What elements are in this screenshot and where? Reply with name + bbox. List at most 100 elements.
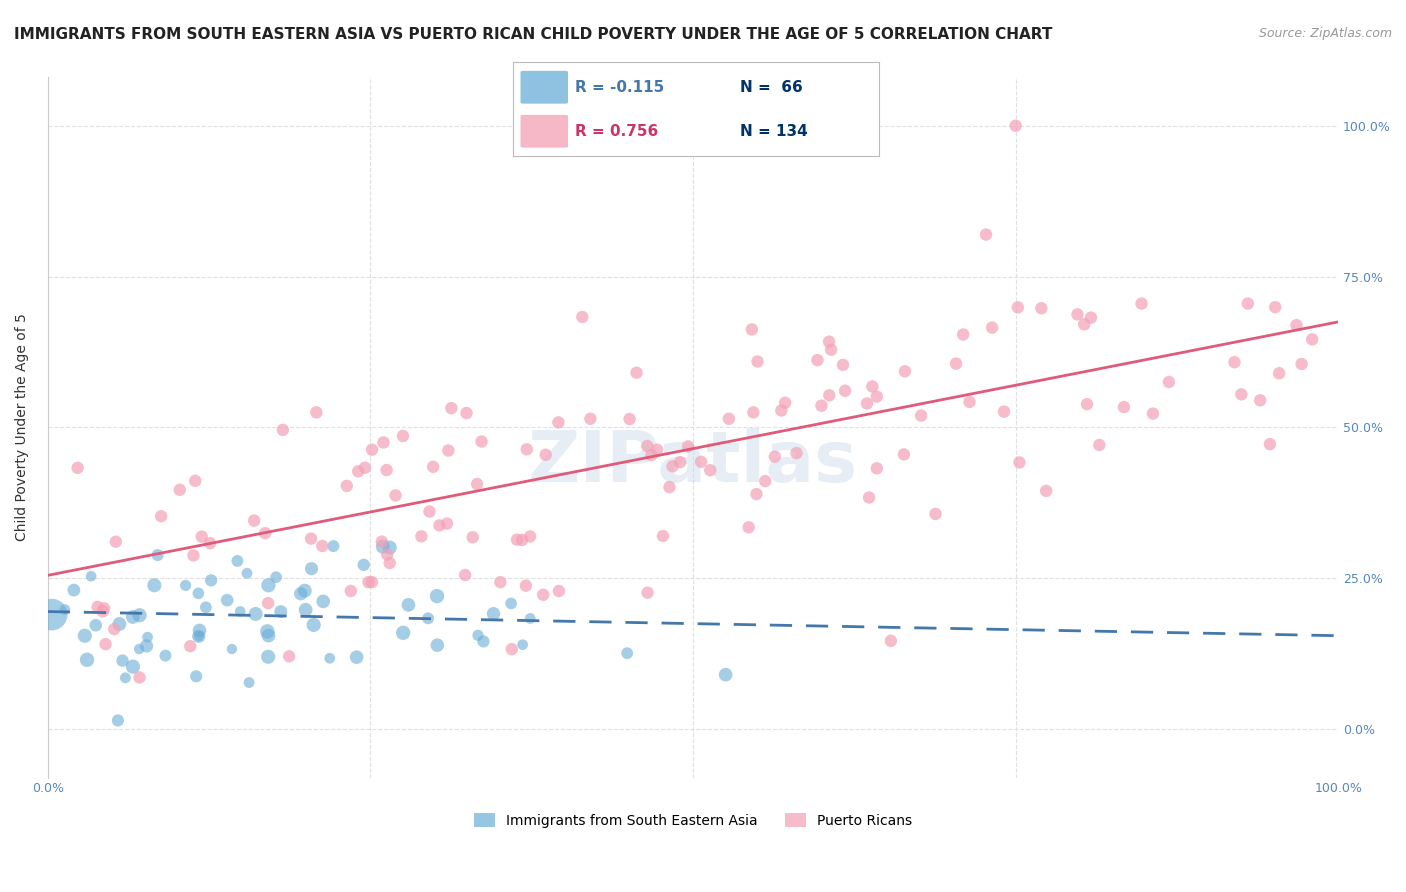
- Point: [264, 570, 287, 584]
- Point: [136, 630, 159, 644]
- Text: R = 0.756: R = 0.756: [575, 124, 658, 139]
- Point: [103, 622, 125, 636]
- Point: [820, 343, 842, 357]
- Point: [186, 669, 208, 683]
- Point: [745, 487, 768, 501]
- Point: [637, 585, 659, 599]
- Point: [461, 530, 484, 544]
- Point: [1230, 387, 1253, 401]
- Point: [114, 671, 136, 685]
- Point: [346, 650, 368, 665]
- Point: [981, 320, 1004, 334]
- Point: [810, 399, 832, 413]
- Point: [519, 529, 541, 543]
- Point: [194, 600, 217, 615]
- Text: N = 134: N = 134: [740, 124, 807, 139]
- Point: [375, 548, 398, 562]
- Point: [1066, 307, 1088, 321]
- Point: [128, 642, 150, 657]
- Point: [184, 474, 207, 488]
- Legend: Immigrants from South Eastern Asia, Puerto Ricans: Immigrants from South Eastern Asia, Puer…: [468, 807, 918, 834]
- FancyBboxPatch shape: [520, 115, 568, 148]
- Point: [894, 364, 917, 378]
- Point: [742, 405, 765, 419]
- Point: [217, 593, 239, 607]
- Point: [221, 642, 243, 657]
- Point: [418, 504, 440, 518]
- Point: [238, 675, 260, 690]
- Point: [361, 442, 384, 457]
- Point: [454, 568, 477, 582]
- Point: [1073, 318, 1095, 332]
- Point: [150, 509, 173, 524]
- Point: [501, 597, 523, 611]
- Point: [1258, 437, 1281, 451]
- Point: [619, 412, 641, 426]
- Point: [640, 448, 662, 462]
- FancyBboxPatch shape: [520, 70, 568, 103]
- Point: [1008, 455, 1031, 469]
- Point: [501, 642, 523, 657]
- Point: [531, 588, 554, 602]
- Point: [571, 310, 593, 324]
- Point: [322, 539, 344, 553]
- Point: [371, 534, 394, 549]
- Point: [860, 379, 883, 393]
- Point: [392, 429, 415, 443]
- Point: [183, 549, 205, 563]
- Point: [1130, 296, 1153, 310]
- Point: [1301, 332, 1323, 346]
- Point: [658, 480, 681, 494]
- Point: [319, 651, 342, 665]
- Point: [187, 629, 209, 643]
- Point: [945, 357, 967, 371]
- Point: [190, 530, 212, 544]
- Point: [155, 648, 177, 663]
- Point: [763, 450, 786, 464]
- Point: [1112, 400, 1135, 414]
- Point: [1268, 366, 1291, 380]
- Point: [198, 536, 221, 550]
- Point: [924, 507, 946, 521]
- Point: [1291, 357, 1313, 371]
- Point: [482, 607, 505, 621]
- Point: [422, 459, 444, 474]
- Point: [290, 587, 312, 601]
- Point: [378, 541, 401, 555]
- Point: [254, 526, 277, 541]
- Point: [188, 624, 211, 638]
- Point: [472, 634, 495, 648]
- Point: [302, 618, 325, 632]
- Point: [353, 558, 375, 572]
- Point: [429, 518, 451, 533]
- Point: [392, 625, 415, 640]
- Point: [86, 599, 108, 614]
- Point: [773, 395, 796, 409]
- Text: ZIPatlas: ZIPatlas: [527, 428, 858, 497]
- Text: N =  66: N = 66: [740, 79, 803, 95]
- Point: [361, 575, 384, 590]
- Point: [312, 594, 335, 608]
- Point: [519, 611, 541, 625]
- Point: [128, 671, 150, 685]
- Point: [111, 654, 134, 668]
- Point: [347, 464, 370, 478]
- Point: [426, 638, 449, 652]
- Point: [122, 659, 145, 673]
- Point: [187, 629, 209, 643]
- Point: [200, 574, 222, 588]
- Point: [1004, 119, 1026, 133]
- Point: [661, 459, 683, 474]
- Point: [806, 353, 828, 368]
- Point: [245, 607, 267, 621]
- Point: [93, 601, 115, 615]
- Point: [489, 575, 512, 590]
- Point: [256, 624, 278, 639]
- Point: [1142, 407, 1164, 421]
- Point: [108, 617, 131, 632]
- Point: [467, 628, 489, 642]
- Point: [676, 439, 699, 453]
- Point: [858, 491, 880, 505]
- Point: [169, 483, 191, 497]
- Point: [84, 618, 107, 632]
